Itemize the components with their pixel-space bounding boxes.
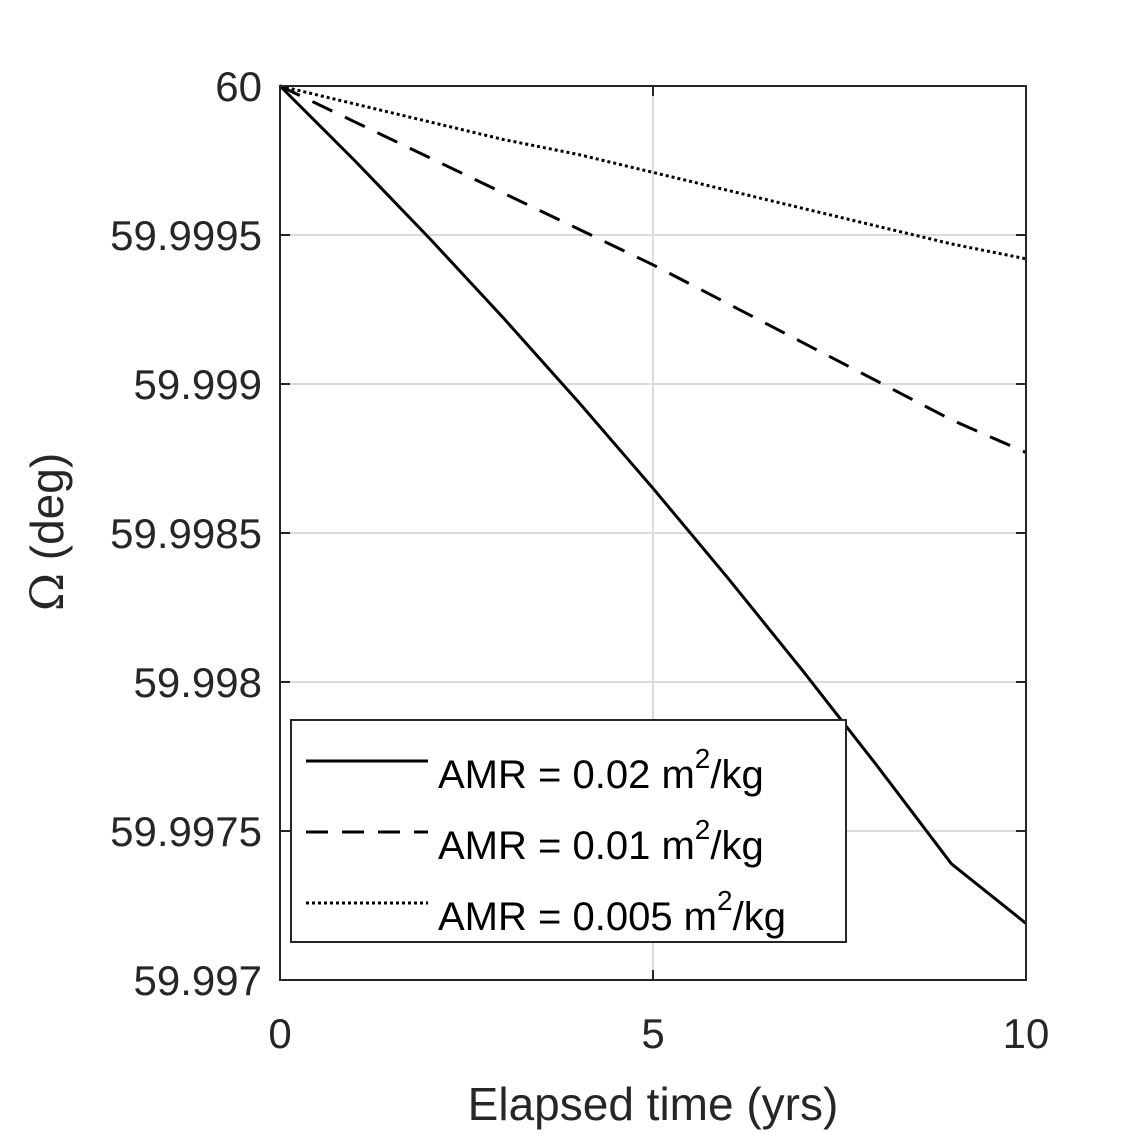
x-tick-label: 5: [641, 1010, 664, 1057]
y-tick-label: 59.9975: [110, 808, 262, 855]
legend-label-prefix: AMR = 0.02 m: [438, 753, 695, 797]
y-axis-label-symbol: Ω: [20, 573, 74, 611]
svg-text:Ω (deg): Ω (deg): [20, 453, 74, 611]
legend-label-superscript: 2: [717, 885, 733, 916]
y-tick-label: 59.999: [134, 361, 262, 408]
y-axis-label: Ω (deg): [20, 453, 74, 611]
y-tick-label: 59.998: [134, 659, 262, 706]
legend-label-superscript: 2: [695, 814, 711, 845]
legend-label-prefix: AMR = 0.01 m: [438, 824, 695, 868]
legend-label-superscript: 2: [695, 743, 711, 774]
y-tick-label: 59.9995: [110, 212, 262, 259]
y-tick-label: 60: [215, 63, 262, 110]
series-line-1: [278, 84, 1027, 925]
legend-label-2: AMR = 0.01 m2/kg: [438, 814, 764, 868]
legend-label-suffix: /kg: [733, 895, 786, 939]
y-tick-label: 59.997: [134, 957, 262, 1004]
x-axis-label: Elapsed time (yrs): [468, 1078, 839, 1130]
series-line-2: [279, 84, 1027, 454]
series-line-3: [279, 84, 1027, 261]
x-tick-label: 0: [268, 1010, 291, 1057]
series-group: [278, 84, 1027, 925]
legend-label-3: AMR = 0.005 m2/kg: [438, 885, 786, 939]
axis-ticks: [279, 85, 1027, 981]
legend-label-suffix: /kg: [710, 753, 763, 797]
x-axis-tick-labels: 0 5 10: [268, 1010, 1049, 1057]
y-axis-tick-labels: 59.997 59.9975 59.998 59.9985 59.999 59.9995 6…: [110, 63, 262, 1004]
legend-label-suffix: /kg: [710, 824, 763, 868]
legend-label-prefix: AMR = 0.005 m: [438, 895, 717, 939]
y-tick-label: 59.9985: [110, 510, 262, 557]
x-tick-label: 10: [1003, 1010, 1050, 1057]
y-axis-label-unit-text: (deg): [21, 453, 73, 560]
legend-label-1: AMR = 0.02 m2/kg: [438, 743, 764, 797]
